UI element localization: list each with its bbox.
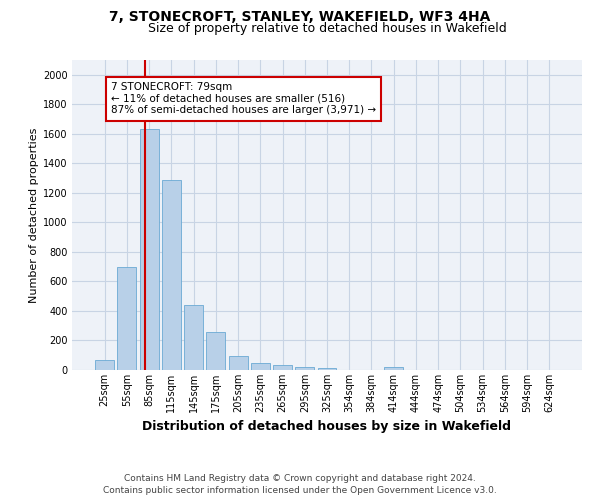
Bar — [229, 356, 248, 370]
Bar — [162, 180, 181, 370]
Bar — [184, 305, 203, 370]
Bar — [140, 130, 158, 370]
Bar — [251, 363, 270, 370]
Title: Size of property relative to detached houses in Wakefield: Size of property relative to detached ho… — [148, 22, 506, 35]
Bar — [317, 368, 337, 370]
Text: 7 STONECROFT: 79sqm
← 11% of detached houses are smaller (516)
87% of semi-detac: 7 STONECROFT: 79sqm ← 11% of detached ho… — [111, 82, 376, 116]
Bar — [118, 268, 136, 370]
Y-axis label: Number of detached properties: Number of detached properties — [29, 128, 39, 302]
Bar — [273, 366, 292, 370]
Text: Contains HM Land Registry data © Crown copyright and database right 2024.
Contai: Contains HM Land Registry data © Crown c… — [103, 474, 497, 495]
Bar — [295, 367, 314, 370]
X-axis label: Distribution of detached houses by size in Wakefield: Distribution of detached houses by size … — [143, 420, 511, 434]
Bar — [95, 360, 114, 370]
Bar — [206, 332, 225, 370]
Text: 7, STONECROFT, STANLEY, WAKEFIELD, WF3 4HA: 7, STONECROFT, STANLEY, WAKEFIELD, WF3 4… — [109, 10, 491, 24]
Bar — [384, 367, 403, 370]
